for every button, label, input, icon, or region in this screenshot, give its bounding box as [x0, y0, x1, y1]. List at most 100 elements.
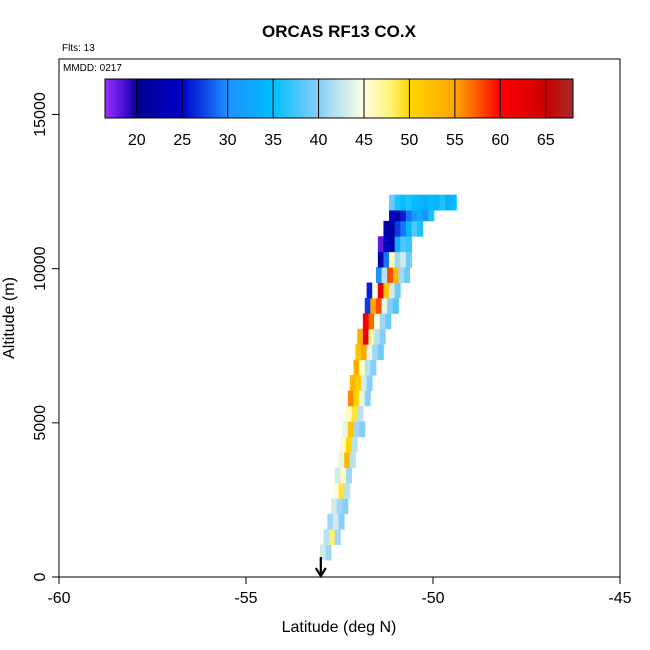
colorbar-segment [220, 79, 223, 118]
colorbar-segment [136, 79, 139, 118]
heatmap-cell [389, 220, 396, 237]
colorbar-segment [161, 79, 164, 118]
colorbar-tick-label: 30 [219, 132, 237, 149]
heatmap-cell [359, 421, 366, 438]
colorbar-segment [147, 79, 151, 118]
colorbar-segment [350, 79, 354, 118]
colorbar-segment [305, 79, 309, 118]
heatmap-cell [334, 467, 341, 484]
colorbar-segment [483, 79, 486, 118]
colorbar-segment [463, 79, 467, 118]
colorbar-segment [237, 79, 241, 118]
colorbar-segment [106, 79, 110, 118]
colorbar-segment [270, 79, 274, 118]
colorbar-segment [409, 79, 412, 118]
heatmap-cell [338, 452, 345, 468]
colorbar-segment [340, 79, 344, 118]
colorbar-segment [274, 79, 278, 118]
colorbar-segment [138, 79, 141, 118]
colorbar-segment [393, 79, 397, 118]
colorbar-segment [177, 79, 180, 118]
colorbar-segment [151, 79, 155, 118]
heatmap-cell [361, 375, 368, 391]
colorbar-tick-label: 40 [310, 132, 328, 149]
colorbar-segment [426, 79, 430, 118]
colorbar-segment [286, 79, 289, 118]
heatmap-cell [370, 297, 377, 314]
heatmap-cell [411, 205, 418, 222]
colorbar-segment [157, 79, 161, 118]
colorbar-segment [241, 79, 244, 118]
colorbar-segment [415, 79, 418, 118]
heatmap-cell [351, 405, 358, 422]
colorbar-segment [105, 79, 108, 118]
heatmap-cell [404, 267, 411, 283]
colorbar-tick-label: 60 [491, 132, 509, 149]
colorbar-segment [315, 79, 319, 118]
heatmap-cell [366, 344, 373, 361]
colorbar-segment [528, 79, 531, 118]
colorbar-segment [368, 79, 371, 118]
colorbar-segment [563, 79, 566, 118]
heatmap-cell [332, 513, 339, 530]
colorbar-segment [188, 79, 192, 118]
colorbar-tick-label: 65 [537, 132, 555, 149]
heatmap-cell [379, 328, 386, 345]
colorbar-segment [413, 79, 416, 118]
heatmap-cell [417, 220, 424, 237]
colorbar-segment [222, 79, 225, 118]
colorbar-segment [557, 79, 560, 118]
y-axis: 0 5000 10000 15000 [32, 92, 59, 581]
heatmap-cell [340, 436, 347, 453]
heatmap-cell [400, 194, 407, 211]
colorbar-segment [479, 79, 482, 118]
heatmap-cell [347, 390, 354, 407]
heatmap-cell [398, 267, 405, 283]
colorbar-segment [331, 79, 334, 118]
colorbar-segment [288, 79, 291, 118]
colorbar-segment [512, 79, 515, 118]
colorbar-segment [173, 79, 176, 118]
colorbar-segment [514, 79, 517, 118]
heatmap-cell [372, 344, 379, 361]
colorbar-segment [432, 79, 436, 118]
heatmap-cell [389, 194, 396, 211]
colorbar-segment [344, 79, 348, 118]
colorbar-segment [210, 79, 213, 118]
colorbar-segment [202, 79, 205, 118]
colorbar-tick-label: 35 [264, 132, 282, 149]
colorbar-segment [196, 79, 200, 118]
colorbar-segment [555, 79, 558, 118]
colorbar-segment [502, 79, 506, 118]
colorbar-segment [391, 79, 395, 118]
heatmap-cell [385, 313, 392, 330]
colorbar-segment [323, 79, 326, 118]
colorbar-segment [364, 79, 367, 118]
heatmap-cell [346, 436, 353, 453]
colorbar-tick-label: 45 [355, 132, 373, 149]
heatmap-cell [374, 328, 381, 345]
x-axis-label: Latitude (deg N) [282, 619, 397, 636]
heatmap-cell [383, 282, 390, 299]
colorbar-segment [163, 79, 166, 118]
colorbar-segment [272, 79, 276, 118]
colorbar-segment [405, 79, 408, 118]
heatmap-cell [366, 282, 373, 299]
colorbar-segment [534, 79, 537, 118]
colorbar-segment [309, 79, 313, 118]
colorbar-segment [428, 79, 432, 118]
colorbar-segment [354, 79, 358, 118]
colorbar-segment [379, 79, 383, 118]
heatmap-cell [387, 267, 394, 283]
heatmap-cell [400, 251, 407, 268]
colorbar-segment [446, 79, 449, 118]
heatmap-cell [372, 282, 379, 299]
colorbar-segment [337, 79, 340, 118]
colorbar-segment [144, 79, 147, 118]
colorbar-segment [532, 79, 535, 118]
y-tick-label: 15000 [32, 92, 49, 137]
colorbar-tick-label: 25 [173, 132, 191, 149]
colorbar-segment [366, 79, 369, 118]
heatmap-cell [417, 194, 424, 211]
